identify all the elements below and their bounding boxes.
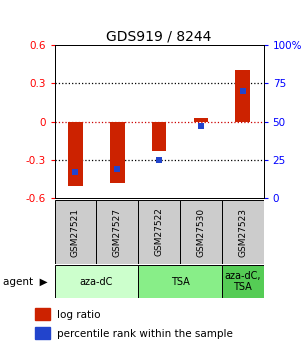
Point (240, 88, 245, 94)
Text: GSM27523: GSM27523 (238, 207, 247, 257)
Bar (222, 265, 264, 298)
Bar (96, 200, 138, 264)
Text: TSA: TSA (171, 277, 189, 286)
Bar (152, 122, 166, 151)
Text: agent  ▶: agent ▶ (3, 277, 48, 286)
Text: GSM27530: GSM27530 (196, 207, 205, 257)
Point (73, 169, 78, 175)
Text: GSM27522: GSM27522 (155, 208, 164, 256)
Bar (194, 118, 208, 122)
Text: percentile rank within the sample: percentile rank within the sample (57, 329, 233, 339)
Point (115, 166, 120, 172)
Text: GSM27527: GSM27527 (113, 207, 122, 257)
Bar (222, 200, 264, 264)
Bar (55, 200, 96, 264)
Bar (138, 265, 222, 298)
Text: aza-dC,
TSA: aza-dC, TSA (225, 271, 261, 292)
Text: aza-dC: aza-dC (80, 277, 113, 286)
Point (157, 157, 161, 163)
Bar (35, 308, 50, 320)
Bar (55, 265, 138, 298)
Bar (235, 70, 250, 122)
Title: GDS919 / 8244: GDS919 / 8244 (106, 30, 212, 44)
Bar (35, 327, 50, 339)
Bar (68, 122, 83, 186)
Text: log ratio: log ratio (57, 310, 101, 320)
Text: GSM27521: GSM27521 (71, 207, 80, 257)
Point (198, 124, 203, 129)
Bar (110, 122, 125, 183)
Bar (138, 200, 180, 264)
Bar (180, 200, 222, 264)
